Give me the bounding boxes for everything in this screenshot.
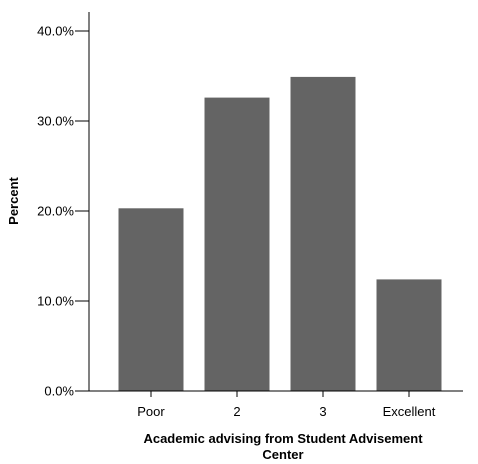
bar-2 xyxy=(204,97,270,391)
x-axis-title-line-1: Academic advising from Student Advisemen… xyxy=(143,431,423,446)
y-tick-label: 20.0% xyxy=(37,204,74,219)
x-tick-label: Poor xyxy=(137,404,165,419)
bars-group xyxy=(118,76,442,392)
y-tick-label: 0.0% xyxy=(44,384,74,399)
x-tick-label: Excellent xyxy=(383,404,436,419)
x-tick-label: 3 xyxy=(319,404,326,419)
bar-excellent xyxy=(376,279,442,391)
y-axis-title: Percent xyxy=(6,176,21,224)
bar-3 xyxy=(290,76,356,392)
y-tick-label: 10.0% xyxy=(37,294,74,309)
x-ticks-group: Poor 2 3 Excellent xyxy=(137,391,436,419)
x-axis-title-line-2: Center xyxy=(262,447,303,462)
y-tick-label: 30.0% xyxy=(37,114,74,129)
y-ticks-group: 0.0% 10.0% 20.0% 30.0% 40.0% xyxy=(37,24,89,399)
x-tick-label: 2 xyxy=(233,404,240,419)
y-tick-label: 40.0% xyxy=(37,24,74,39)
bar-poor xyxy=(118,208,184,391)
